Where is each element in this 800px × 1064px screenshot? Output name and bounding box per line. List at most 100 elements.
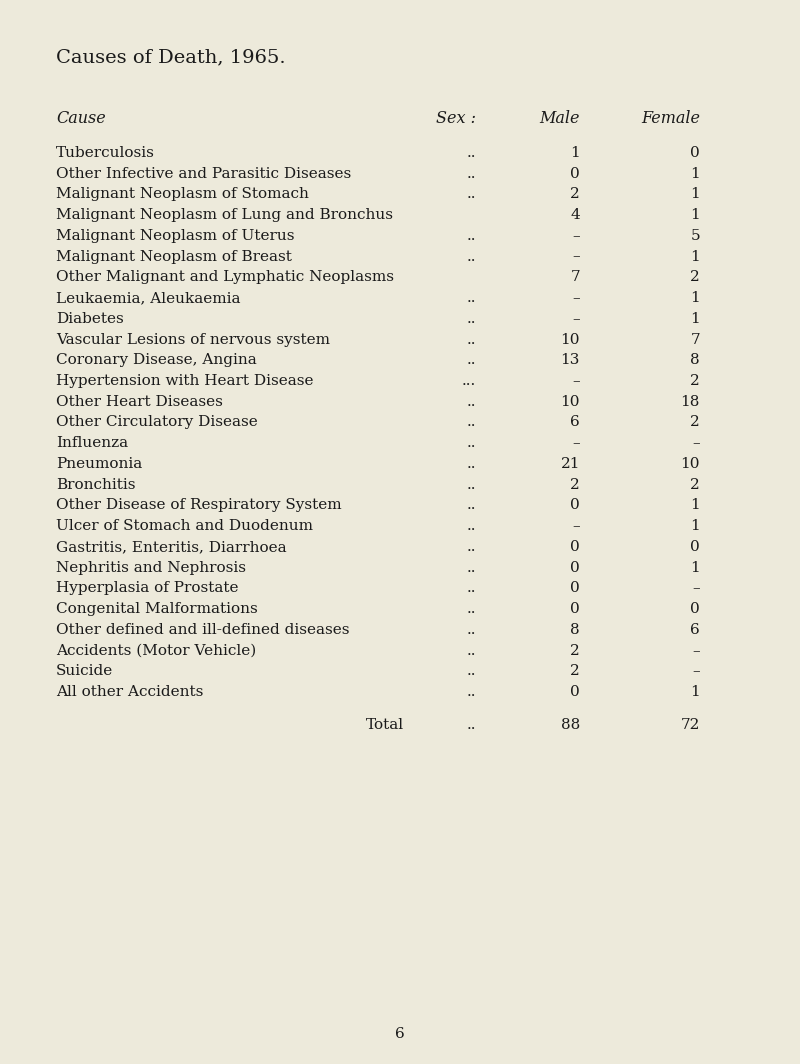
Text: 1: 1 xyxy=(690,250,700,264)
Text: Tuberculosis: Tuberculosis xyxy=(56,146,155,160)
Text: ..: .. xyxy=(466,644,476,658)
Text: ..: .. xyxy=(466,685,476,699)
Text: 2: 2 xyxy=(570,187,580,201)
Text: 0: 0 xyxy=(570,167,580,181)
Text: 8: 8 xyxy=(570,624,580,637)
Text: ..: .. xyxy=(466,333,476,347)
Text: Coronary Disease, Angina: Coronary Disease, Angina xyxy=(56,353,257,367)
Text: 0: 0 xyxy=(570,541,580,554)
Text: Malignant Neoplasm of Stomach: Malignant Neoplasm of Stomach xyxy=(56,187,309,201)
Text: 1: 1 xyxy=(690,312,700,326)
Text: ..: .. xyxy=(466,250,476,264)
Text: ..: .. xyxy=(466,665,476,679)
Text: –: – xyxy=(572,312,580,326)
Text: Sex :: Sex : xyxy=(436,110,476,127)
Text: Nephritis and Nephrosis: Nephritis and Nephrosis xyxy=(56,561,246,575)
Text: Malignant Neoplasm of Lung and Bronchus: Malignant Neoplasm of Lung and Bronchus xyxy=(56,209,393,222)
Text: 2: 2 xyxy=(690,478,700,492)
Text: –: – xyxy=(572,250,580,264)
Text: Causes of Death, 1965.: Causes of Death, 1965. xyxy=(56,48,286,66)
Text: Hypertension with Heart Disease: Hypertension with Heart Disease xyxy=(56,375,314,388)
Text: 5: 5 xyxy=(690,229,700,243)
Text: 0: 0 xyxy=(570,561,580,575)
Text: –: – xyxy=(692,644,700,658)
Text: ..: .. xyxy=(466,499,476,513)
Text: ..: .. xyxy=(466,416,476,430)
Text: 0: 0 xyxy=(570,685,580,699)
Text: ..: .. xyxy=(466,624,476,637)
Text: ..: .. xyxy=(466,312,476,326)
Text: 1: 1 xyxy=(690,499,700,513)
Text: Malignant Neoplasm of Breast: Malignant Neoplasm of Breast xyxy=(56,250,292,264)
Text: ..: .. xyxy=(466,353,476,367)
Text: –: – xyxy=(692,582,700,596)
Text: 13: 13 xyxy=(561,353,580,367)
Text: 4: 4 xyxy=(570,209,580,222)
Text: Other Infective and Parasitic Diseases: Other Infective and Parasitic Diseases xyxy=(56,167,351,181)
Text: ..: .. xyxy=(466,146,476,160)
Text: ..: .. xyxy=(466,167,476,181)
Text: –: – xyxy=(572,292,580,305)
Text: ..: .. xyxy=(466,458,476,471)
Text: 6: 6 xyxy=(395,1027,405,1041)
Text: 1: 1 xyxy=(690,187,700,201)
Text: Vascular Lesions of nervous system: Vascular Lesions of nervous system xyxy=(56,333,330,347)
Text: ..: .. xyxy=(466,582,476,596)
Text: 1: 1 xyxy=(690,519,700,533)
Text: ..: .. xyxy=(466,541,476,554)
Text: 2: 2 xyxy=(570,478,580,492)
Text: 1: 1 xyxy=(690,167,700,181)
Text: Cause: Cause xyxy=(56,110,106,127)
Text: Female: Female xyxy=(641,110,700,127)
Text: Malignant Neoplasm of Uterus: Malignant Neoplasm of Uterus xyxy=(56,229,294,243)
Text: 0: 0 xyxy=(570,499,580,513)
Text: ..: .. xyxy=(466,718,476,732)
Text: –: – xyxy=(572,375,580,388)
Text: Hyperplasia of Prostate: Hyperplasia of Prostate xyxy=(56,582,238,596)
Text: 21: 21 xyxy=(561,458,580,471)
Text: 6: 6 xyxy=(570,416,580,430)
Text: 88: 88 xyxy=(561,718,580,732)
Text: ..: .. xyxy=(466,478,476,492)
Text: –: – xyxy=(692,665,700,679)
Text: Congenital Malformations: Congenital Malformations xyxy=(56,602,258,616)
Text: 6: 6 xyxy=(690,624,700,637)
Text: 1: 1 xyxy=(690,685,700,699)
Text: 2: 2 xyxy=(690,270,700,284)
Text: Influenza: Influenza xyxy=(56,436,128,450)
Text: Total: Total xyxy=(366,718,404,732)
Text: ..: .. xyxy=(466,602,476,616)
Text: Bronchitis: Bronchitis xyxy=(56,478,135,492)
Text: 7: 7 xyxy=(690,333,700,347)
Text: 1: 1 xyxy=(690,209,700,222)
Text: ..: .. xyxy=(466,561,476,575)
Text: –: – xyxy=(692,436,700,450)
Text: All other Accidents: All other Accidents xyxy=(56,685,203,699)
Text: ..: .. xyxy=(466,187,476,201)
Text: ..: .. xyxy=(466,519,476,533)
Text: –: – xyxy=(572,229,580,243)
Text: Male: Male xyxy=(539,110,580,127)
Text: 0: 0 xyxy=(690,541,700,554)
Text: 18: 18 xyxy=(681,395,700,409)
Text: –: – xyxy=(572,436,580,450)
Text: Pneumonia: Pneumonia xyxy=(56,458,142,471)
Text: 0: 0 xyxy=(690,146,700,160)
Text: Gastritis, Enteritis, Diarrhoea: Gastritis, Enteritis, Diarrhoea xyxy=(56,541,286,554)
Text: ..: .. xyxy=(466,229,476,243)
Text: Ulcer of Stomach and Duodenum: Ulcer of Stomach and Duodenum xyxy=(56,519,313,533)
Text: Other Malignant and Lymphatic Neoplasms: Other Malignant and Lymphatic Neoplasms xyxy=(56,270,394,284)
Text: Other Circulatory Disease: Other Circulatory Disease xyxy=(56,416,258,430)
Text: 1: 1 xyxy=(570,146,580,160)
Text: 72: 72 xyxy=(681,718,700,732)
Text: 0: 0 xyxy=(690,602,700,616)
Text: –: – xyxy=(572,519,580,533)
Text: Diabetes: Diabetes xyxy=(56,312,124,326)
Text: Accidents (Motor Vehicle): Accidents (Motor Vehicle) xyxy=(56,644,256,658)
Text: 2: 2 xyxy=(570,644,580,658)
Text: 0: 0 xyxy=(570,602,580,616)
Text: 2: 2 xyxy=(690,375,700,388)
Text: Leukaemia, Aleukaemia: Leukaemia, Aleukaemia xyxy=(56,292,241,305)
Text: ..: .. xyxy=(466,292,476,305)
Text: 10: 10 xyxy=(681,458,700,471)
